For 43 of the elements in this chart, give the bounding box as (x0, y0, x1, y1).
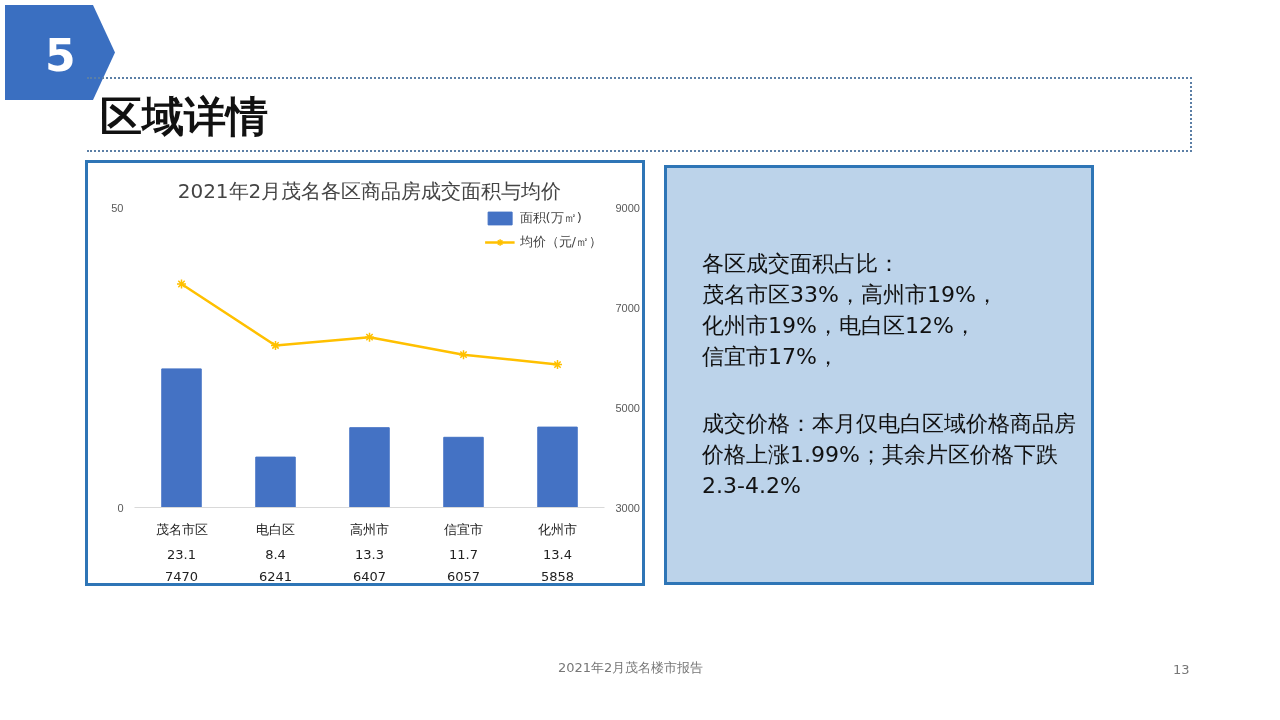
point (552, 359, 563, 370)
bar (349, 427, 390, 508)
x-tick-label: 茂名市区 (155, 521, 208, 537)
data-label: 8.4 (265, 546, 286, 562)
text: 5 (45, 29, 76, 83)
y-tick-label: 0 (117, 501, 124, 514)
data-label: 23.1 (167, 546, 196, 562)
y2-tick-label: 3000 (615, 501, 640, 514)
data-label: 5858 (540, 568, 575, 584)
data-label: 6241 (258, 568, 293, 584)
point (364, 331, 375, 343)
chart-title: 2021年2月茂名各区商品房成交面积与均价 (177, 178, 562, 203)
x-tick-label: 高州市 (350, 521, 389, 537)
bar (443, 436, 484, 508)
x-tick-label: 化州市 (538, 521, 577, 537)
y2-tick-label: 9000 (615, 201, 640, 214)
data-label: 13.4 (543, 546, 572, 562)
data-label: 11.7 (449, 546, 478, 562)
legend-label: 面积(万㎡) (519, 209, 582, 227)
data-label: 7470 (164, 568, 199, 584)
y-tick-label: 50 (111, 201, 124, 214)
bar (161, 368, 202, 508)
text: 各区成交面积占比： (702, 250, 901, 278)
data-label: 6407 (352, 568, 387, 584)
bar (255, 456, 296, 508)
y2-tick-label: 5000 (615, 401, 640, 414)
text: 13 (1173, 661, 1190, 679)
point (176, 278, 187, 290)
text: 化州市19%，电白区12%， (702, 312, 977, 340)
text: 区域详情 (100, 91, 268, 143)
x-tick-label: 信宜市 (444, 521, 483, 537)
point (270, 340, 281, 351)
text: 茂名市区33%，高州市19%， (702, 281, 999, 309)
text: 成交价格：本月仅电白区域价格商品房价格上涨1.99%；其余片区价格下跌2.3-4.2% (702, 410, 1077, 500)
data-label: 6057 (446, 568, 481, 584)
x-tick-label: 电白区 (256, 521, 295, 537)
data-label: 13.3 (355, 546, 384, 562)
y2-tick-label: 7000 (615, 301, 640, 314)
text: 2021年2月茂名楼市报告 (558, 659, 704, 677)
point (458, 349, 469, 360)
text: 信宜市17%， (702, 343, 840, 371)
bar (537, 426, 578, 508)
legend-label: 均价（元/㎡） (519, 233, 602, 251)
